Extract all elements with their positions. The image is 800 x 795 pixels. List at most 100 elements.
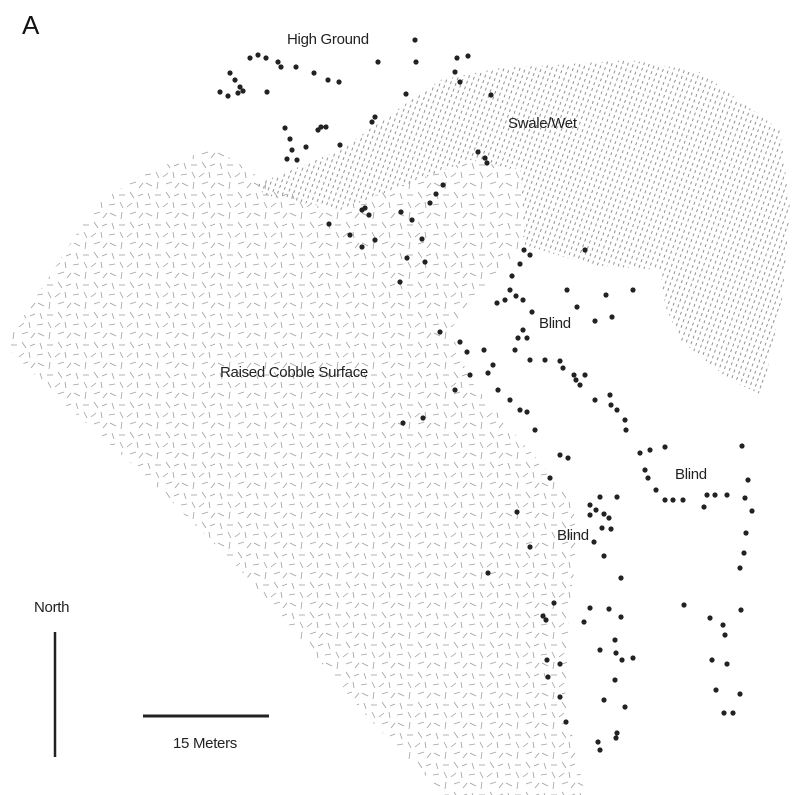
point-feature <box>217 89 223 95</box>
point-feature <box>375 59 381 65</box>
point-feature <box>547 475 553 481</box>
point-feature <box>484 160 490 166</box>
point-feature <box>494 300 500 306</box>
point-feature <box>577 382 583 388</box>
point-feature <box>527 357 533 363</box>
point-feature <box>263 55 269 61</box>
point-feature <box>571 372 577 378</box>
point-feature <box>622 704 628 710</box>
point-feature <box>284 156 290 162</box>
point-feature <box>437 329 443 335</box>
point-feature <box>618 575 624 581</box>
point-feature <box>517 407 523 413</box>
point-feature <box>237 84 243 90</box>
point-feature <box>369 119 375 125</box>
point-feature <box>701 504 707 510</box>
point-feature <box>662 497 668 503</box>
point-feature <box>557 661 563 667</box>
point-feature <box>366 212 372 218</box>
point-feature <box>507 397 513 403</box>
label-blind: Blind <box>539 315 571 332</box>
point-feature <box>593 507 599 513</box>
point-feature <box>713 687 719 693</box>
point-feature <box>597 747 603 753</box>
point-feature <box>587 512 593 518</box>
north-label: North <box>34 599 70 616</box>
swale-wet-zone <box>255 60 790 395</box>
point-feature <box>337 142 343 148</box>
point-feature <box>545 674 551 680</box>
point-feature <box>293 64 299 70</box>
point-feature <box>482 155 488 161</box>
point-feature <box>582 372 588 378</box>
point-feature <box>282 125 288 131</box>
point-feature <box>647 447 653 453</box>
point-feature <box>524 409 530 415</box>
point-feature <box>630 655 636 661</box>
point-feature <box>403 91 409 97</box>
point-feature <box>662 444 668 450</box>
point-feature <box>303 144 309 150</box>
point-feature <box>721 710 727 716</box>
point-feature <box>630 287 636 293</box>
point-feature <box>454 55 460 61</box>
point-feature <box>225 93 231 99</box>
point-feature <box>709 657 715 663</box>
point-feature <box>247 55 253 61</box>
point-feature <box>637 450 643 456</box>
point-feature <box>642 467 648 473</box>
point-feature <box>563 719 569 725</box>
point-feature <box>287 136 293 142</box>
point-feature <box>737 691 743 697</box>
point-feature <box>681 602 687 608</box>
point-features <box>217 37 755 753</box>
point-feature <box>240 88 246 94</box>
point-feature <box>614 494 620 500</box>
point-feature <box>730 710 736 716</box>
point-feature <box>743 530 749 536</box>
point-feature <box>551 600 557 606</box>
panel-label: A <box>22 10 40 40</box>
point-feature <box>452 387 458 393</box>
point-feature <box>465 53 471 59</box>
point-feature <box>564 287 570 293</box>
point-feature <box>608 526 614 532</box>
point-feature <box>467 372 473 378</box>
point-feature <box>612 637 618 643</box>
point-feature <box>582 247 588 253</box>
point-feature <box>587 605 593 611</box>
point-feature <box>607 392 613 398</box>
point-feature <box>481 347 487 353</box>
point-feature <box>294 157 300 163</box>
raised-cobble-zone <box>5 148 585 795</box>
point-feature <box>452 69 458 75</box>
point-feature <box>527 544 533 550</box>
point-feature <box>413 59 419 65</box>
point-feature <box>742 495 748 501</box>
point-feature <box>738 607 744 613</box>
point-feature <box>574 304 580 310</box>
point-feature <box>741 550 747 556</box>
point-feature <box>603 292 609 298</box>
point-feature <box>514 509 520 515</box>
point-feature <box>420 415 426 421</box>
point-feature <box>372 237 378 243</box>
point-feature <box>601 697 607 703</box>
point-feature <box>724 492 730 498</box>
point-feature <box>419 236 425 242</box>
point-feature <box>592 318 598 324</box>
point-feature <box>622 417 628 423</box>
point-feature <box>544 657 550 663</box>
point-feature <box>653 487 659 493</box>
point-feature <box>397 279 403 285</box>
point-feature <box>464 349 470 355</box>
point-feature <box>362 205 368 211</box>
point-feature <box>515 335 521 341</box>
point-feature <box>398 209 404 215</box>
point-feature <box>670 497 676 503</box>
point-feature <box>720 622 726 628</box>
point-feature <box>513 293 519 299</box>
point-feature <box>440 182 446 188</box>
point-feature <box>502 297 508 303</box>
